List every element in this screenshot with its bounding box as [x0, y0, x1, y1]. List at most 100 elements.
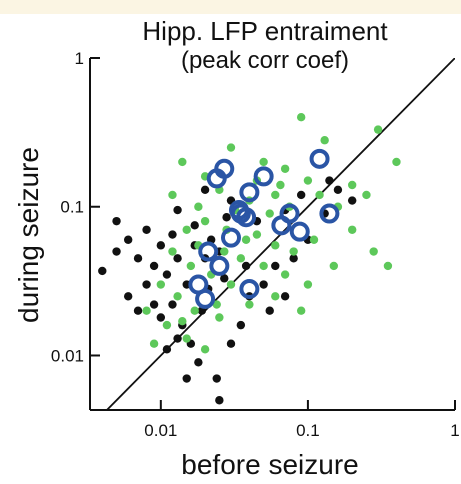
marker [149, 300, 159, 309]
marker [220, 247, 229, 256]
marker [315, 190, 324, 200]
marker [369, 247, 378, 256]
marker [149, 339, 159, 348]
marker [212, 300, 221, 309]
marker [259, 280, 268, 289]
y-axis-label: during seizure [13, 147, 44, 323]
marker [142, 280, 151, 289]
marker [226, 280, 236, 289]
marker [347, 196, 357, 205]
marker [265, 306, 274, 315]
marker [168, 300, 177, 309]
marker [362, 190, 371, 200]
marker [168, 247, 177, 256]
marker [289, 254, 298, 263]
marker [271, 261, 280, 271]
chart-subtitle: (peak corr coef) [181, 47, 349, 74]
marker [162, 320, 172, 330]
plot-area [98, 58, 455, 410]
marker-ring [239, 182, 260, 203]
marker-ring [289, 221, 310, 242]
marker [333, 185, 343, 194]
marker [156, 313, 166, 322]
marker [142, 225, 151, 234]
marker [133, 254, 143, 263]
marker [280, 292, 290, 301]
marker [296, 306, 306, 315]
marker [173, 334, 182, 343]
marker [112, 216, 121, 226]
marker-ring [209, 255, 230, 276]
y-tick-label: 0.01 [51, 346, 84, 365]
marker [259, 157, 268, 167]
marker [347, 180, 357, 190]
axes: 0.01 0.1 1 0.01 0.1 1 [51, 49, 460, 440]
marker [178, 317, 187, 326]
marker [265, 209, 274, 218]
marker [194, 358, 203, 367]
marker [215, 313, 224, 322]
marker [280, 270, 290, 279]
marker [200, 185, 210, 194]
marker [200, 345, 210, 354]
marker [142, 306, 151, 315]
marker [173, 254, 182, 263]
marker [215, 396, 224, 405]
marker [98, 266, 107, 276]
y-tick-label: 1 [75, 49, 84, 68]
marker-ring [279, 203, 300, 224]
marker [289, 247, 298, 256]
marker [182, 225, 191, 234]
chart-title: Hipp. LFP entraiment [142, 16, 388, 46]
marker [271, 241, 280, 250]
marker [329, 261, 339, 271]
marker-ring [319, 203, 340, 224]
marker [296, 112, 306, 122]
marker-ring [253, 166, 274, 187]
marker [194, 202, 203, 211]
marker [190, 221, 199, 230]
marker [173, 292, 182, 301]
marker [168, 190, 177, 200]
marker [182, 374, 191, 383]
marker [236, 320, 246, 330]
marker [392, 157, 401, 167]
marker [259, 261, 268, 271]
marker [271, 292, 280, 301]
marker [236, 254, 246, 263]
marker-ring [309, 148, 330, 169]
marker [276, 180, 285, 190]
marker-ring [239, 278, 260, 299]
marker-ring [198, 241, 219, 262]
marker [320, 136, 329, 145]
marker-ring [221, 227, 242, 248]
marker [347, 225, 357, 234]
marker [241, 235, 251, 244]
marker [212, 374, 221, 383]
marker [168, 230, 177, 239]
marker [280, 164, 290, 173]
marker [190, 306, 199, 315]
marker-ring [206, 168, 227, 189]
marker [156, 280, 166, 289]
marker [303, 176, 313, 185]
marker [173, 205, 182, 215]
marker [186, 261, 196, 271]
marker [162, 345, 172, 354]
marker [296, 190, 306, 200]
marker [200, 216, 210, 226]
marker [309, 235, 319, 244]
marker-ring [195, 288, 216, 309]
marker [123, 292, 133, 301]
marker [303, 280, 313, 289]
x-tick-label: 0.01 [144, 421, 177, 440]
marker [271, 190, 280, 200]
x-tick-label: 1 [450, 421, 459, 440]
marker [222, 213, 231, 222]
marker [112, 247, 121, 256]
marker [245, 300, 254, 309]
marker [220, 274, 229, 283]
marker [182, 334, 191, 343]
marker [226, 339, 236, 348]
